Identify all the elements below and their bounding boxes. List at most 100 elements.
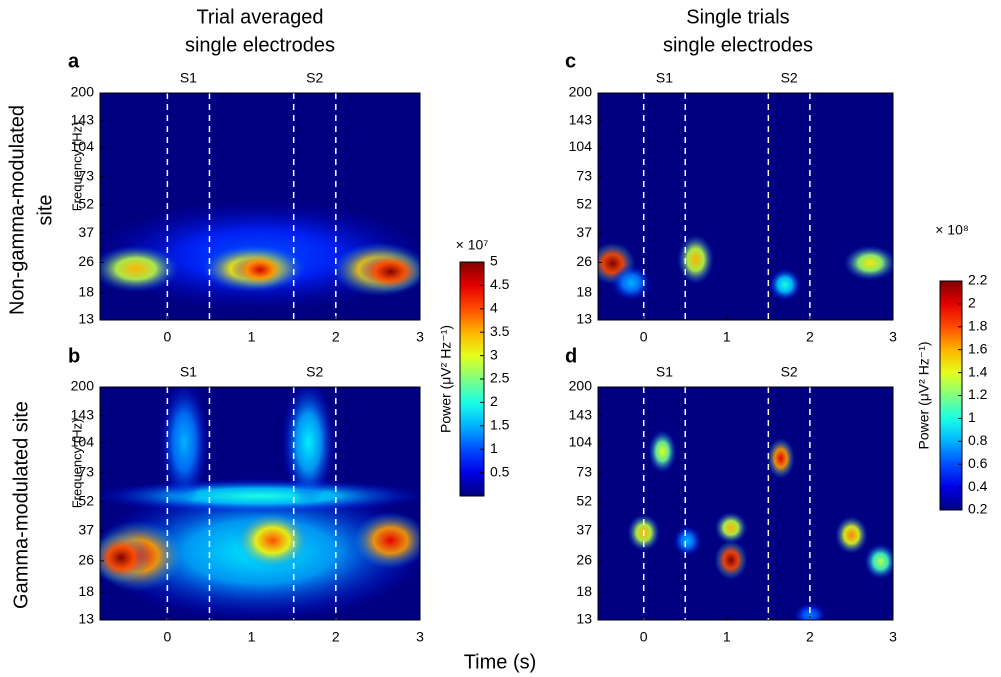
heatmap-background: [598, 387, 893, 620]
heatmap-cell: [353, 512, 420, 569]
event-label: S1: [180, 364, 197, 380]
axes-frame: [99, 386, 421, 621]
y-tick-label: 73: [576, 464, 592, 480]
x-tick-label: 0: [640, 629, 648, 645]
x-tick-label: 2: [332, 629, 340, 645]
colorbar-tick-label: 1.2: [968, 386, 988, 402]
colorbar-tick-label: 1.8: [968, 318, 988, 334]
row-label: Non-gamma-modulated: [6, 105, 28, 315]
column-title: single electrodes: [663, 34, 813, 56]
colorbar-tick-label: 4: [490, 300, 498, 316]
colorbar-multiplier: × 10⁷: [456, 237, 489, 253]
y-tick-label: 26: [78, 253, 94, 269]
x-tick-label: 1: [248, 329, 256, 345]
y-tick-label: 26: [576, 552, 592, 568]
y-tick-label: 52: [78, 493, 94, 509]
x-tick-label: 0: [163, 629, 171, 645]
y-tick-label: 143: [71, 112, 95, 128]
y-tick-label: 143: [569, 406, 593, 422]
heatmap-cell: [714, 540, 748, 580]
heatmap-cell: [230, 251, 290, 289]
y-tick-label: 73: [78, 464, 94, 480]
colorbar-tick-label: 1.6: [968, 340, 988, 356]
y-axis-label: Frequency (Hz): [69, 419, 84, 509]
row-label: site: [34, 194, 56, 225]
column-title: Trial averaged: [196, 6, 323, 28]
x-tick-label: 1: [723, 629, 731, 645]
colorbar-tick-label: 2.2: [968, 272, 988, 288]
y-tick-label: 18: [576, 583, 592, 599]
y-tick-label: 37: [576, 224, 592, 240]
event-label: S2: [306, 70, 323, 86]
event-label: S1: [656, 364, 673, 380]
heatmap-cell: [235, 512, 311, 569]
y-tick-label: 13: [78, 611, 94, 627]
panel-label: c: [565, 50, 576, 72]
heatmap-cell: [835, 516, 868, 554]
y-tick-label: 52: [78, 196, 94, 212]
colorbar-tick-label: 1.5: [490, 417, 510, 433]
x-tick-label: 2: [806, 629, 814, 645]
axes-frame: [597, 92, 894, 321]
colorbar-tick-label: 2.5: [490, 370, 510, 386]
y-tick-label: 37: [78, 522, 94, 538]
y-tick-label: 13: [576, 611, 592, 627]
y-tick-label: 18: [78, 583, 94, 599]
x-tick-label: 3: [416, 629, 424, 645]
panel-label: b: [68, 345, 80, 367]
event-label: S2: [781, 364, 798, 380]
colorbar-label: Power (μV² Hz⁻¹): [438, 325, 454, 433]
y-tick-label: 104: [71, 138, 95, 154]
y-tick-label: 104: [569, 138, 593, 154]
colorbar-tick-label: 3.5: [490, 323, 510, 339]
y-tick-label: 73: [576, 167, 592, 183]
y-tick-label: 143: [71, 406, 95, 422]
heatmap-cell: [100, 532, 151, 584]
y-tick-label: 200: [71, 378, 95, 394]
y-axis-label: Frequency (Hz): [69, 122, 84, 212]
event-label: S1: [180, 70, 197, 86]
event-label: S2: [306, 364, 323, 380]
x-tick-label: 3: [889, 329, 897, 345]
heatmap-cell: [767, 438, 795, 479]
heatmap-cell: [281, 387, 336, 506]
colorbar-tick-label: 2: [490, 393, 498, 409]
colorbar-tick-label: 0.4: [968, 478, 988, 494]
colorbar-tick-label: 5: [490, 253, 498, 269]
y-tick-label: 37: [78, 224, 94, 240]
heatmap-cell: [100, 478, 420, 514]
heatmap-cell: [843, 245, 893, 281]
colorbar-tick-label: 1: [968, 409, 976, 425]
heatmap: [598, 234, 893, 301]
colorbar-tick-label: 2: [968, 295, 976, 311]
event-label: S2: [781, 70, 798, 86]
x-tick-label: 2: [332, 329, 340, 345]
row-label: Gamma-modulated site: [10, 401, 32, 609]
y-tick-label: 26: [78, 552, 94, 568]
x-tick-label: 2: [806, 329, 814, 345]
colorbar-tick-label: 0.8: [968, 432, 988, 448]
heatmap-cell: [714, 512, 748, 544]
heatmap-cell: [768, 268, 802, 301]
x-tick-label: 1: [723, 329, 731, 345]
x-tick-label: 3: [889, 629, 897, 645]
y-tick-label: 200: [569, 378, 593, 394]
heatmap-cell: [648, 429, 677, 474]
colorbar-tick-label: 0.5: [490, 463, 510, 479]
y-tick-label: 13: [78, 311, 94, 327]
heatmap-cell: [159, 387, 210, 506]
y-tick-label: 52: [576, 196, 592, 212]
y-tick-label: 26: [576, 253, 592, 269]
colorbar-tick-label: 1: [490, 440, 498, 456]
colorbar-tick-label: 0.6: [968, 455, 988, 471]
x-tick-label: 1: [248, 629, 256, 645]
x-tick-label: 3: [416, 329, 424, 345]
y-tick-label: 143: [569, 112, 593, 128]
colorbar-tick-label: 3: [490, 346, 498, 362]
axes-frame: [99, 92, 421, 321]
heatmap-cell: [357, 251, 420, 293]
x-tick-label: 0: [163, 329, 171, 345]
y-tick-label: 18: [576, 284, 592, 300]
colorbar-label: Power (μV² Hz⁻¹): [916, 341, 932, 449]
